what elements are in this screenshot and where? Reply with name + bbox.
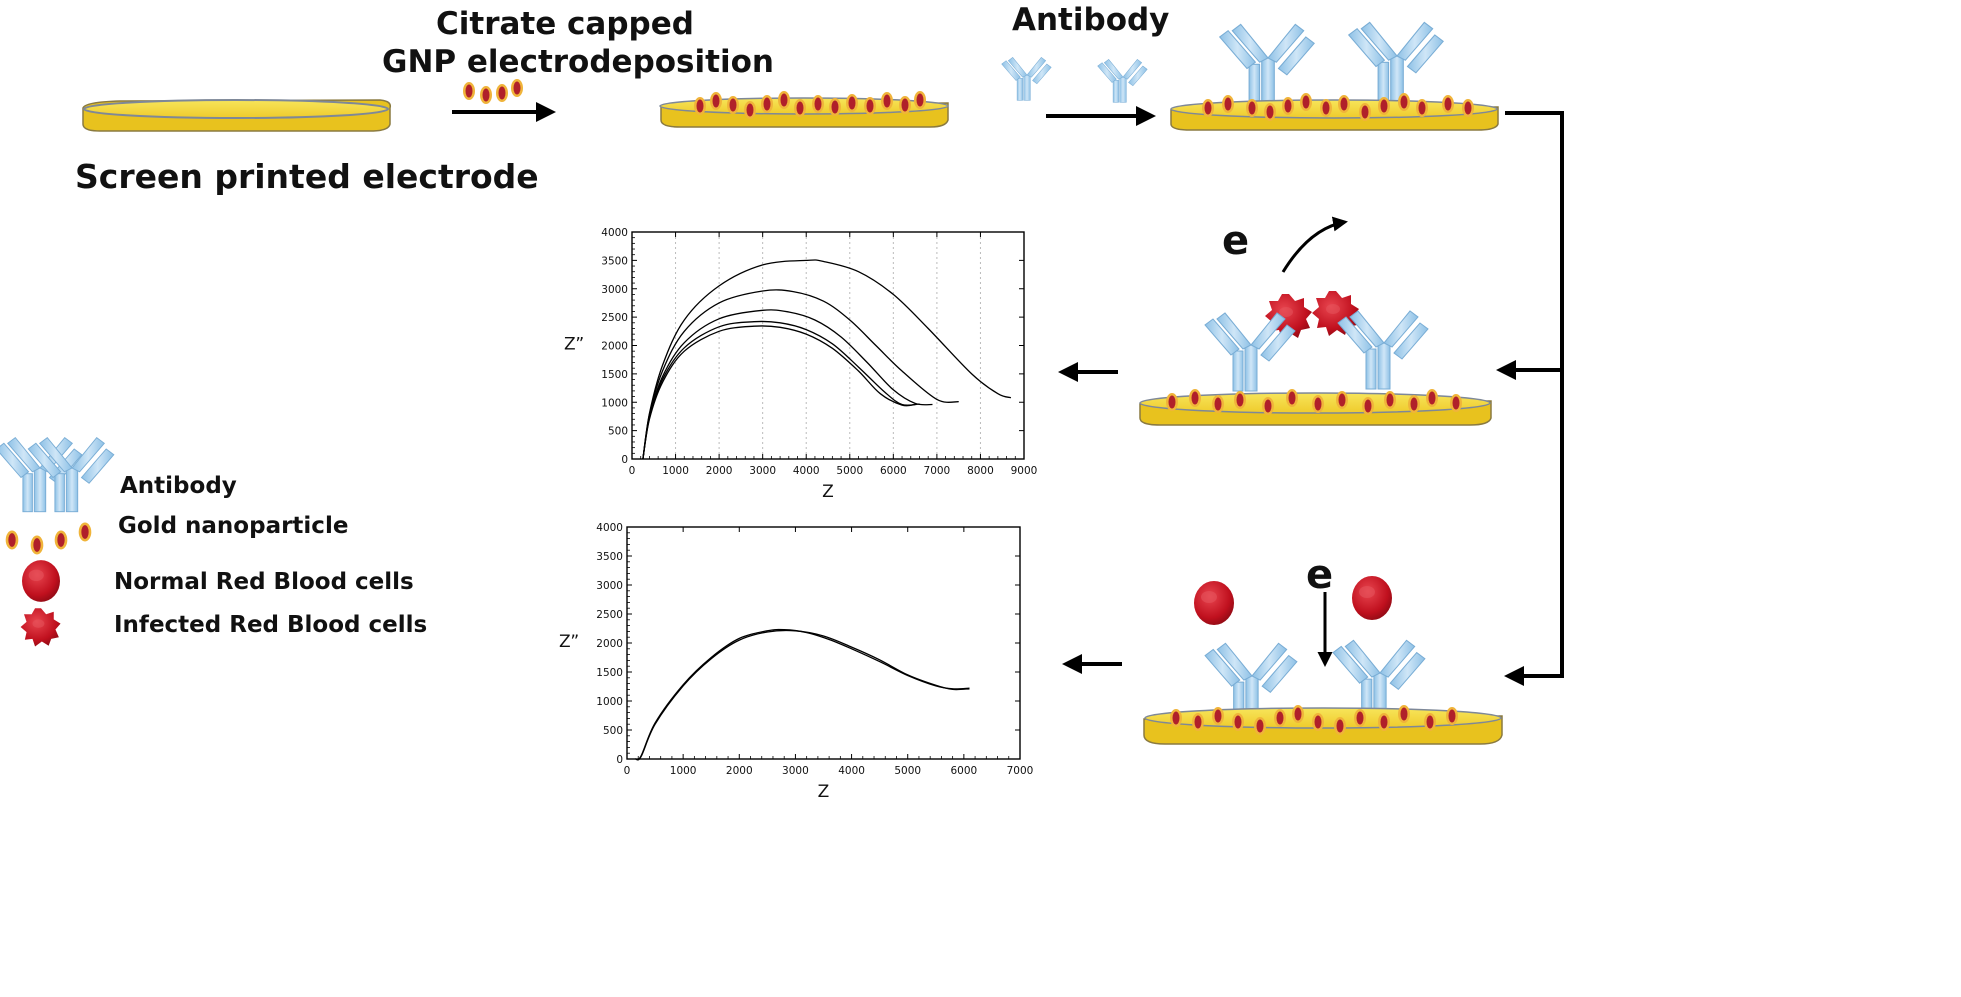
antibody-floating-2 xyxy=(1097,59,1148,103)
y-tick-label: 500 xyxy=(603,725,623,737)
series-line-2 xyxy=(642,320,920,460)
infected-rbc-electrode xyxy=(1139,216,1492,426)
x-axis-label: Z xyxy=(818,782,830,802)
nyquist-chart-normal: 0 1000 2000 3000 4000 5000 6000 7000 0 500 1000 150… xyxy=(559,522,1033,802)
x-tick-label: 2000 xyxy=(726,765,753,777)
right-connector-lines xyxy=(1502,111,1564,678)
x-tick-label: 9000 xyxy=(1011,465,1038,477)
antibody-floating-1 xyxy=(1001,57,1052,101)
y-tick-label: 500 xyxy=(608,426,628,438)
x-tick-label: 6000 xyxy=(950,765,977,777)
series-line-3 xyxy=(642,309,933,460)
electron-transfer-arrow-curved xyxy=(1281,216,1348,273)
electron-label-2: e xyxy=(1306,552,1334,598)
legend-gnp-label: Gold nanoparticle xyxy=(118,513,349,539)
x-tick-label: 7000 xyxy=(1007,765,1034,777)
x-tick-label: 0 xyxy=(624,765,631,777)
electron-label-1: e xyxy=(1222,218,1250,264)
y-tick-label: 1500 xyxy=(601,369,628,381)
y-tick-label: 3500 xyxy=(601,255,628,267)
step1-label-line2: GNP electrodeposition xyxy=(382,44,774,80)
legend-antibody-label: Antibody xyxy=(120,473,237,499)
x-axis-label: Z xyxy=(822,482,834,502)
x-tick-label: 3000 xyxy=(749,465,776,477)
screen-printed-electrode-label: Screen printed electrode xyxy=(75,157,539,196)
y-axis-label: Z” xyxy=(564,335,584,355)
x-tick-label: 7000 xyxy=(924,465,951,477)
bare-electrode xyxy=(82,99,392,132)
y-tick-label: 3000 xyxy=(601,284,628,296)
nyquist-chart-infected: 0 1000 2000 3000 4000 5000 6000 7000 8000 9000 0 50… xyxy=(564,227,1037,502)
series-line-1 xyxy=(642,325,916,460)
legend-normal-rbc-icon xyxy=(22,560,60,602)
y-tick-label: 3500 xyxy=(596,551,623,563)
step2-antibody-label: Antibody xyxy=(1012,2,1170,38)
series-line-4 xyxy=(642,289,959,460)
y-tick-label: 1000 xyxy=(596,696,623,708)
x-tick-label: 4000 xyxy=(793,465,820,477)
y-tick-label: 2500 xyxy=(596,609,623,621)
x-tick-label: 2000 xyxy=(706,465,733,477)
legend-infected-rbc-icon xyxy=(20,608,61,647)
legend-infected-rbc-label: Infected Red Blood cells xyxy=(114,612,428,638)
x-tick-label: 6000 xyxy=(880,465,907,477)
x-tick-label: 0 xyxy=(629,465,636,477)
gnp-electrode xyxy=(659,91,949,128)
series-line-2 xyxy=(635,628,970,761)
y-tick-label: 1500 xyxy=(596,667,623,679)
y-tick-label: 4000 xyxy=(596,522,623,534)
y-tick-label: 0 xyxy=(616,754,623,766)
x-tick-label: 5000 xyxy=(894,765,921,777)
x-tick-label: 8000 xyxy=(967,465,994,477)
x-tick-label: 3000 xyxy=(782,765,809,777)
series-line-1 xyxy=(635,629,970,761)
x-tick-label: 1000 xyxy=(670,765,697,777)
antibody-electrode xyxy=(1170,21,1499,131)
x-tick-label: 1000 xyxy=(662,465,689,477)
x-tick-label: 5000 xyxy=(836,465,863,477)
y-tick-label: 4000 xyxy=(601,227,628,239)
y-tick-label: 3000 xyxy=(596,580,623,592)
legend-gnp-icon xyxy=(5,522,92,555)
gnp-dots-step1 xyxy=(463,79,523,104)
series-line-5 xyxy=(642,259,1012,460)
y-tick-label: 0 xyxy=(621,454,628,466)
legend-antibody-icon xyxy=(0,437,115,513)
y-axis-label: Z” xyxy=(559,632,579,652)
y-tick-label: 2000 xyxy=(596,638,623,650)
y-tick-label: 2000 xyxy=(601,341,628,353)
normal-rbc-electrode xyxy=(1143,576,1503,745)
x-tick-label: 4000 xyxy=(838,765,865,777)
legend-normal-rbc-label: Normal Red Blood cells xyxy=(114,569,414,595)
step1-label-line1: Citrate capped xyxy=(436,6,694,42)
plot-frame xyxy=(626,526,1021,760)
y-tick-label: 2500 xyxy=(601,312,628,324)
y-tick-label: 1000 xyxy=(601,397,628,409)
